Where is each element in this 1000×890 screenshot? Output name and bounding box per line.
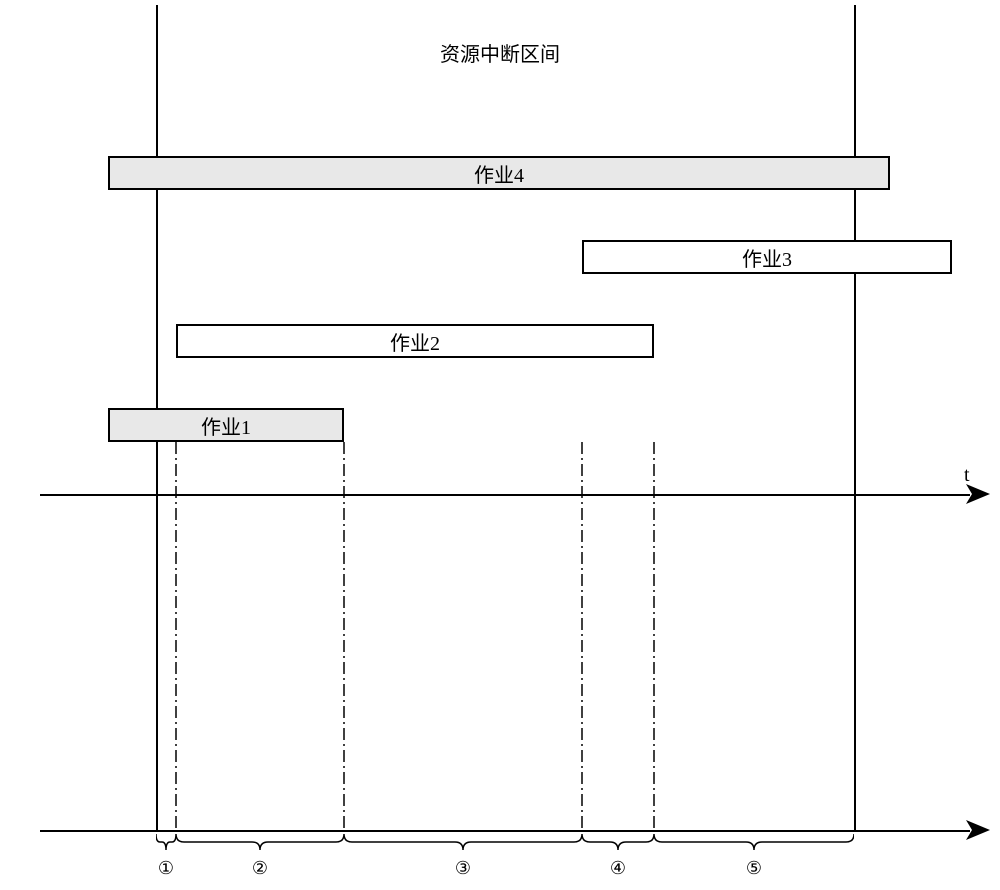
dash-line-1 <box>175 442 177 830</box>
interval-right-line <box>854 5 856 830</box>
brace-label-b1: ① <box>158 858 174 879</box>
job-bar-job2: 作业2 <box>176 324 654 358</box>
brace-b4 <box>582 834 654 854</box>
dash-line-3 <box>581 442 583 830</box>
job-bar-label: 作业1 <box>201 411 251 440</box>
brace-label-b4: ④ <box>610 858 626 879</box>
job-bar-label: 作业3 <box>742 243 792 272</box>
time-axis-upper <box>40 494 970 496</box>
time-axis-label: t <box>964 464 970 487</box>
brace-label-b2: ② <box>252 858 268 879</box>
job-bar-label: 作业2 <box>390 327 440 356</box>
diagram-stage: 资源中断区间作业4 作业3 作业2 作业1 t ① ② ③ ④ ⑤ <box>0 0 1000 890</box>
time-axis-lower-arrow-icon <box>966 820 990 840</box>
time-axis-lower <box>40 830 970 832</box>
dash-line-2 <box>343 442 345 830</box>
brace-b2 <box>176 834 344 854</box>
brace-b3 <box>344 834 582 854</box>
job-bar-job1: 作业1 <box>108 408 344 442</box>
brace-label-b5: ⑤ <box>746 858 762 879</box>
brace-b5 <box>654 834 854 854</box>
time-axis-upper-arrow-icon <box>966 484 990 504</box>
brace-b1 <box>156 834 176 854</box>
brace-label-b3: ③ <box>455 858 471 879</box>
job-bar-job4: 作业4 <box>108 156 890 190</box>
interval-title: 资源中断区间 <box>440 38 560 67</box>
job-bar-label: 作业4 <box>474 159 524 188</box>
job-bar-job3: 作业3 <box>582 240 952 274</box>
dash-line-4 <box>653 442 655 830</box>
